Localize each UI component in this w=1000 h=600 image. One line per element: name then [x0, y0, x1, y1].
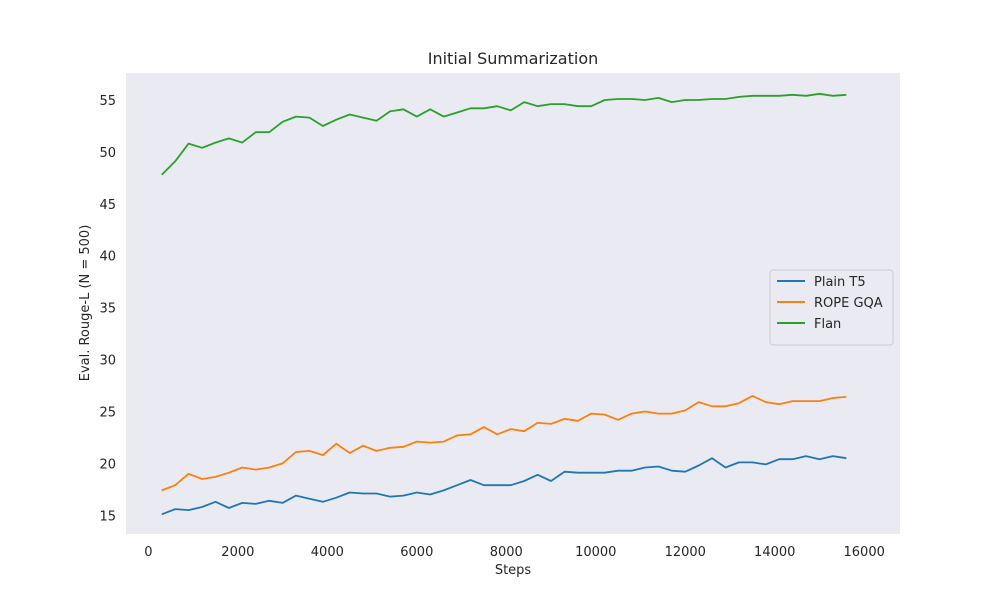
- series-line: [161, 92, 847, 176]
- x-axis-label: Steps: [495, 563, 532, 578]
- x-tick-label: 8000: [490, 545, 523, 560]
- x-tick-label: 4000: [311, 545, 344, 560]
- y-tick-label: 55: [99, 94, 116, 109]
- series-line: [161, 455, 847, 516]
- chart-title: Initial Summarization: [428, 49, 599, 68]
- y-tick-label: 40: [99, 250, 116, 265]
- x-tick-label: 0: [144, 545, 152, 560]
- legend-box: [769, 269, 894, 346]
- y-tick-label: 50: [99, 146, 116, 161]
- x-tick-label: 16000: [844, 545, 885, 560]
- legend-label: ROPE GQA: [814, 296, 883, 311]
- x-tick-label: 14000: [754, 545, 795, 560]
- y-tick-label: 45: [99, 198, 116, 213]
- y-tick-label: 15: [99, 509, 116, 524]
- y-tick-label: 35: [99, 302, 116, 317]
- series-line: [161, 394, 847, 492]
- legend: Plain T5 ROPE GQA Flan: [769, 269, 894, 346]
- y-axis-label: Eval. Rouge-L (N = 500): [78, 225, 93, 382]
- y-axis: 15 20 25 30 35 40 45 50 55: [99, 94, 116, 524]
- x-tick-label: 6000: [400, 545, 433, 560]
- y-tick-label: 30: [99, 354, 116, 369]
- x-tick-label: 12000: [665, 545, 706, 560]
- x-tick-label: 2000: [221, 545, 254, 560]
- legend-label: Plain T5: [814, 275, 866, 290]
- y-tick-label: 20: [99, 457, 116, 472]
- legend-label: Flan: [814, 317, 841, 332]
- x-tick-label: 10000: [575, 545, 616, 560]
- x-axis: 0 2000 4000 6000 8000 10000 12000 14000 16000: [144, 545, 885, 560]
- y-tick-label: 25: [99, 405, 116, 420]
- series-lines: [161, 92, 847, 516]
